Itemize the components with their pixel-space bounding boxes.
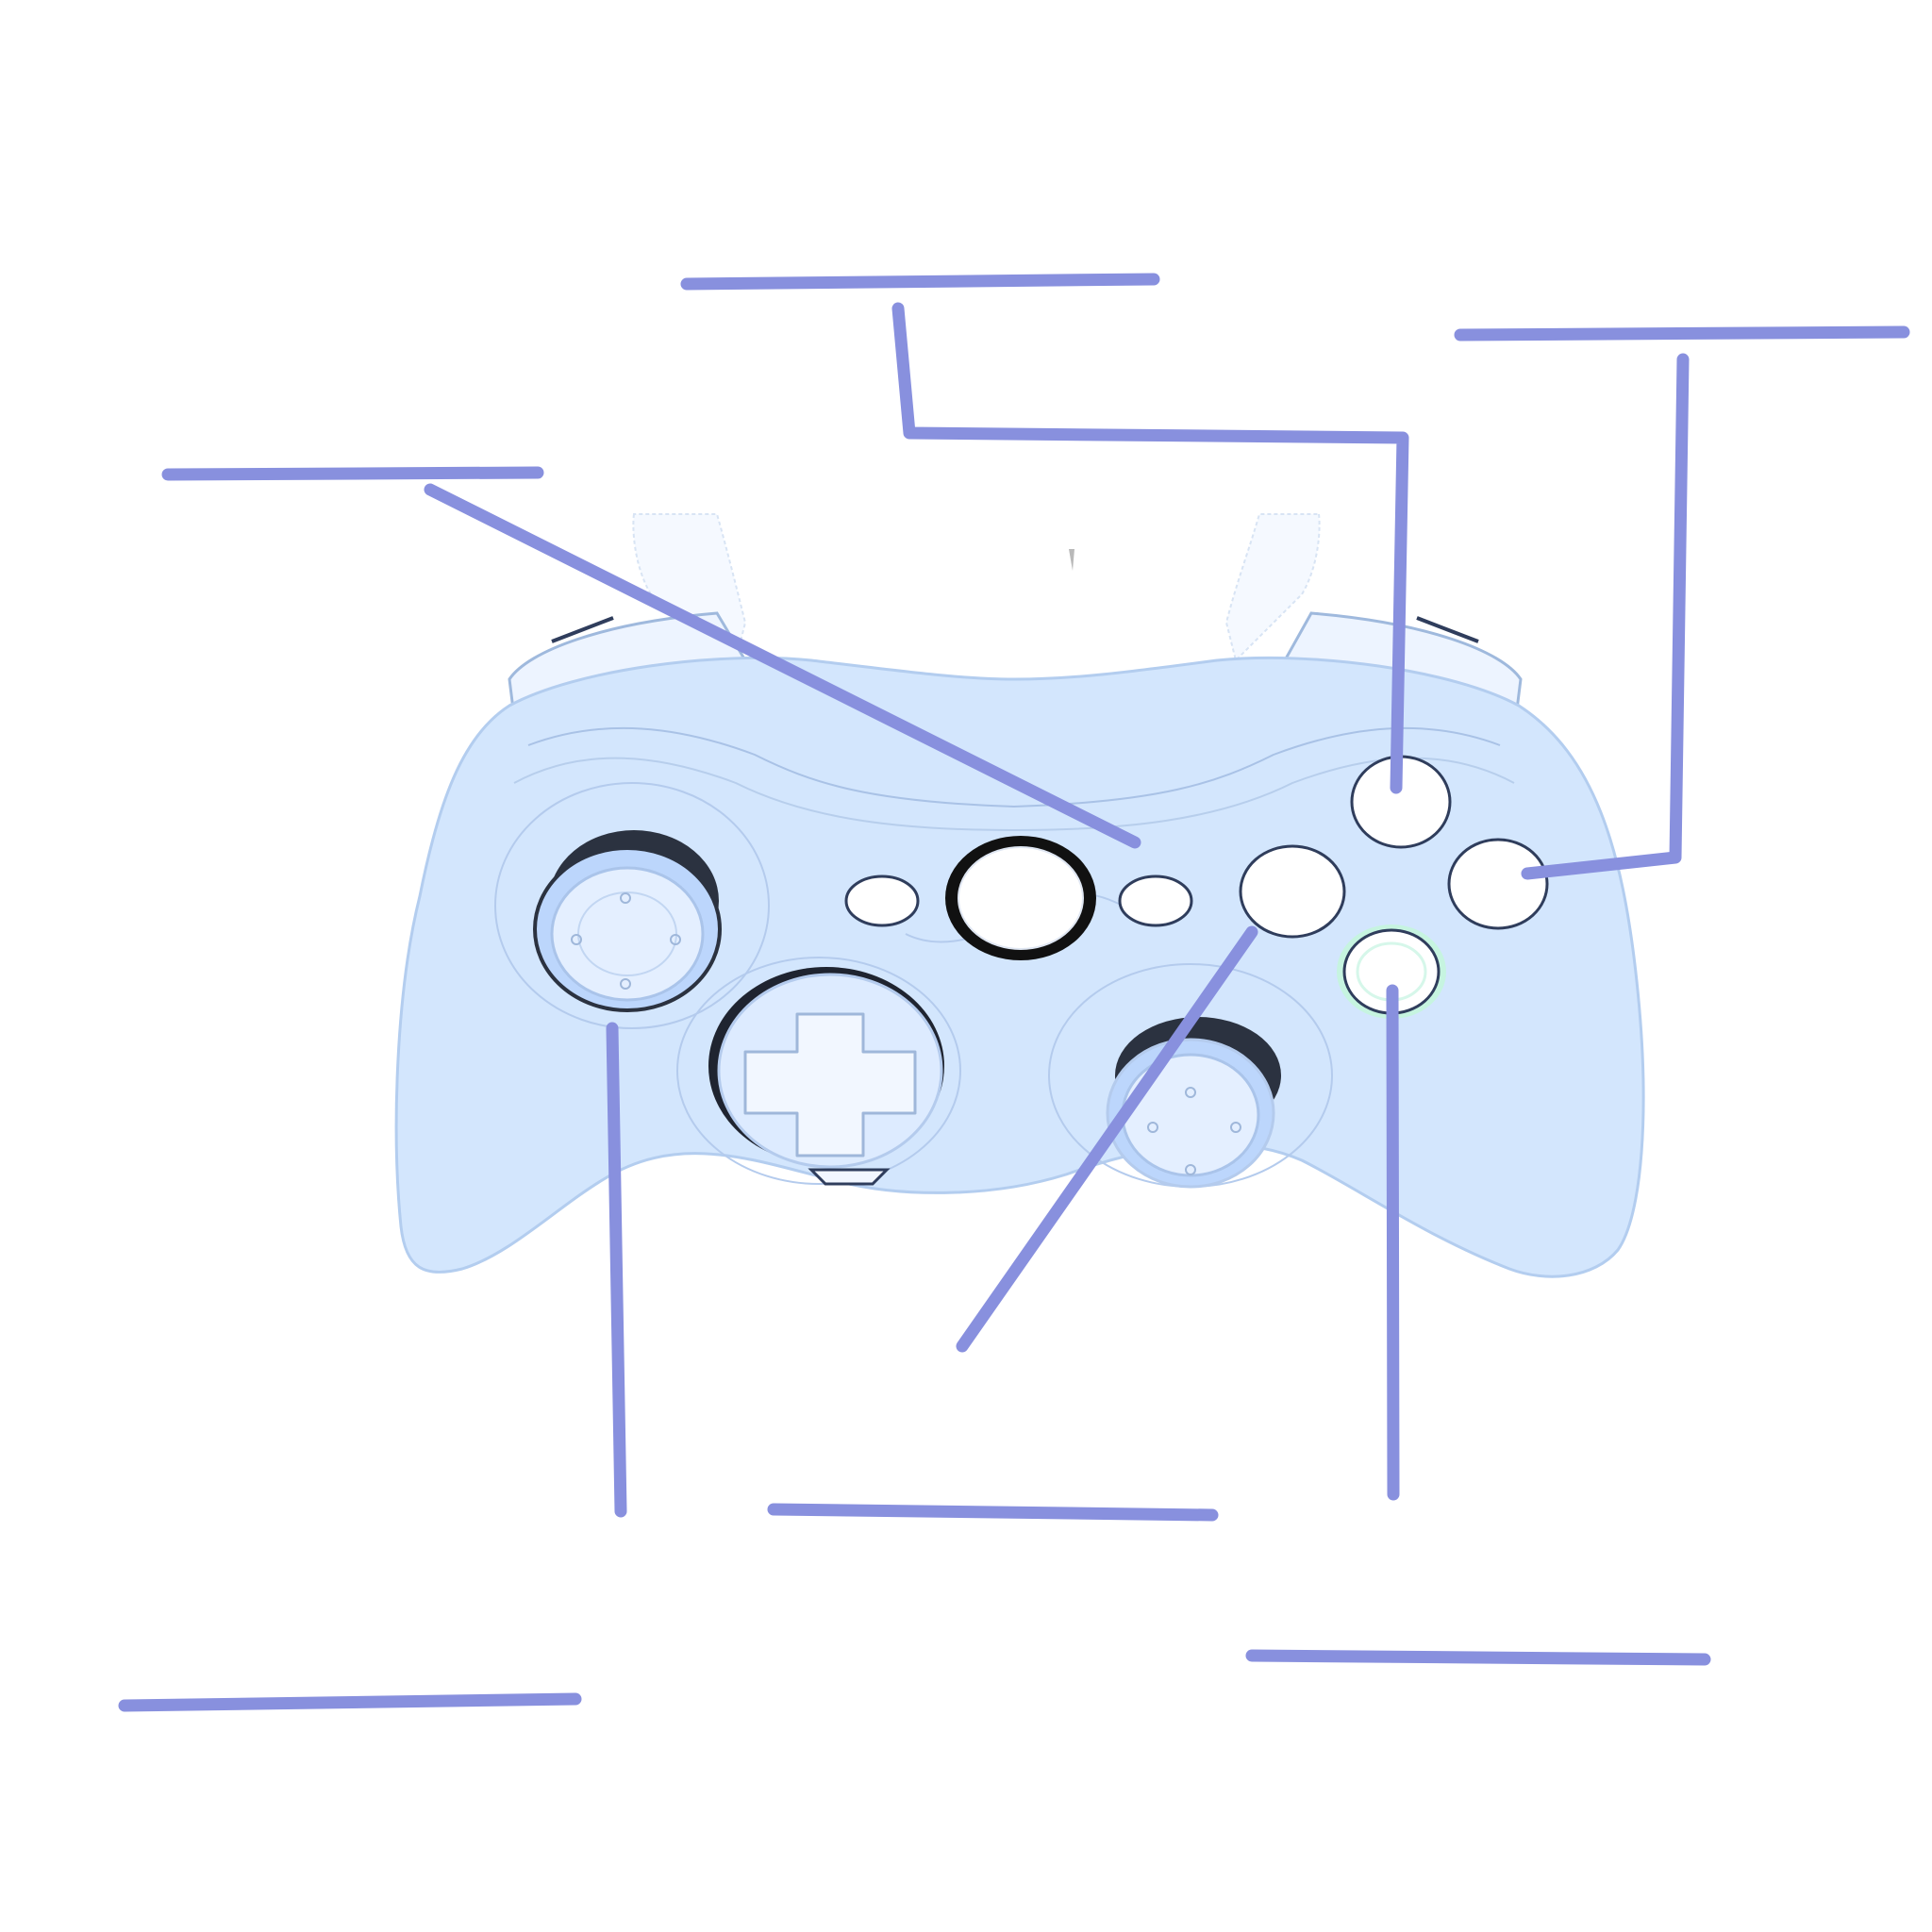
bottom-center-label-line [767, 1503, 1219, 1522]
start-button [1118, 874, 1193, 927]
guide-button [945, 836, 1096, 960]
left-thumbstick-pointer [606, 1022, 627, 1518]
leader-lines [118, 273, 1910, 1712]
top-right-label-line [1454, 325, 1910, 341]
back-button [844, 874, 920, 927]
bottom-right-label-line [1245, 1649, 1711, 1666]
right-trigger [1224, 513, 1321, 662]
small-mark [1069, 549, 1074, 571]
dpad [708, 967, 944, 1186]
a-button [1337, 924, 1446, 1019]
bottom-left-label-line [118, 1692, 582, 1712]
b-button-pointer [1521, 353, 1690, 880]
back-button-pointer [424, 483, 1141, 849]
top-left-label-line [161, 466, 544, 481]
top-center-label-line [680, 273, 1160, 291]
controller-body [394, 656, 1645, 1278]
a-button-pointer [1386, 984, 1400, 1501]
x-button [1239, 844, 1346, 939]
controller [394, 513, 1645, 1278]
left-thumbstick [533, 830, 722, 1012]
x-button-pointer [956, 925, 1258, 1353]
y-button-pointer [891, 302, 1409, 794]
b-button [1447, 838, 1549, 930]
